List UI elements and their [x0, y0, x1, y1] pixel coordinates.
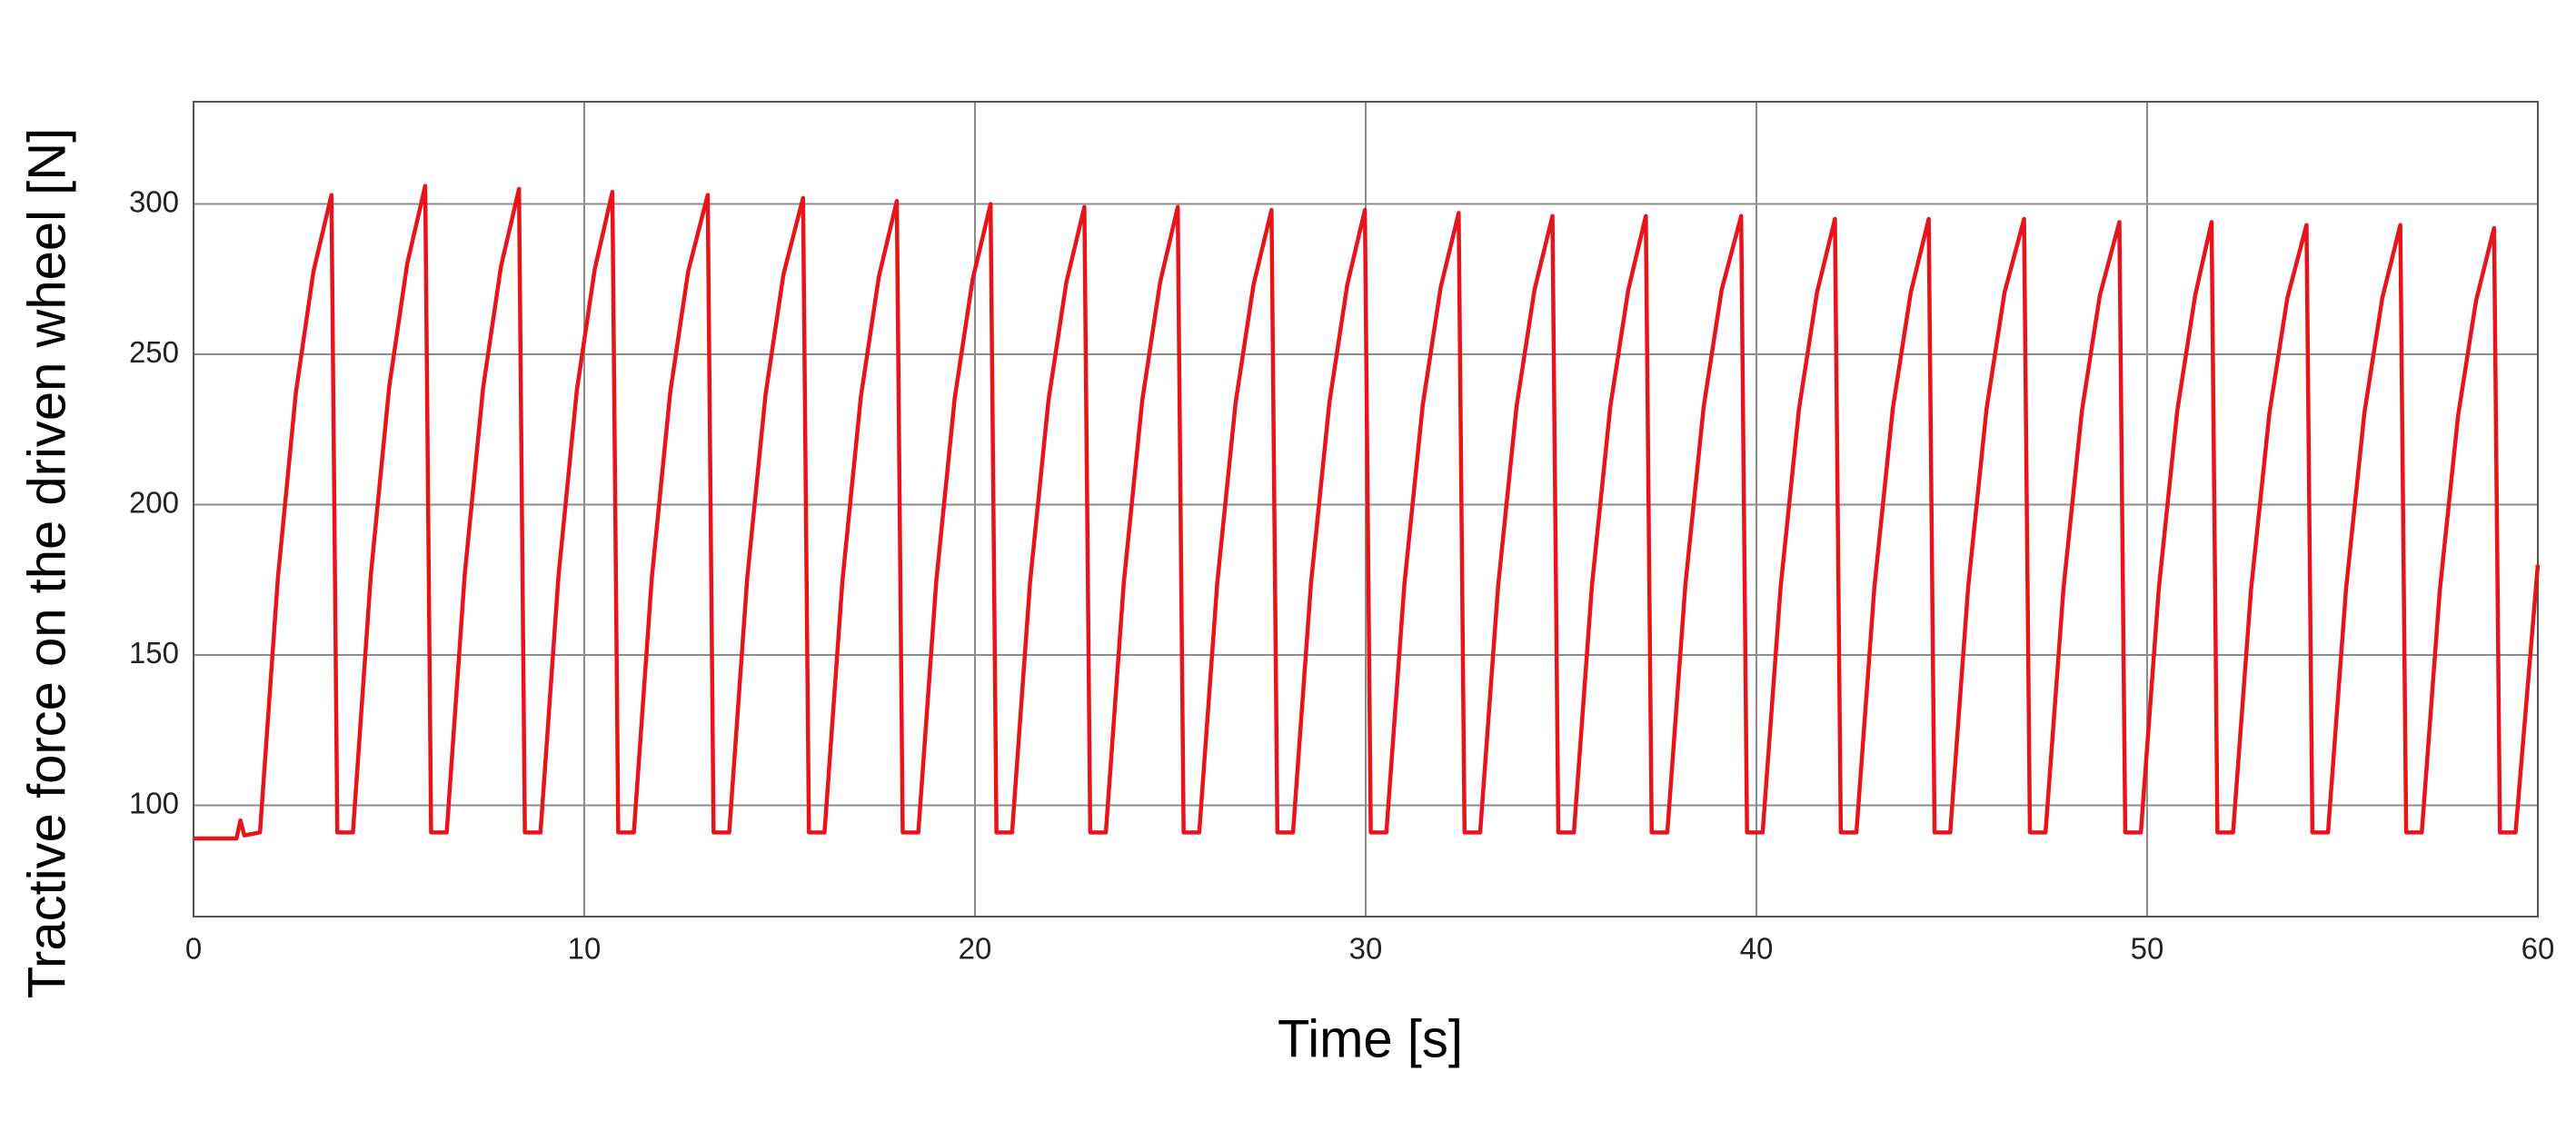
- y-tick-label: 150: [129, 636, 179, 670]
- y-tick-label: 250: [129, 335, 179, 369]
- x-tick-label: 60: [2521, 932, 2555, 966]
- y-axis-title: Tractive force on the driven wheel [N]: [17, 128, 76, 999]
- plot-frame: [193, 101, 2539, 918]
- x-tick-label: 30: [1349, 932, 1383, 966]
- x-tick-label: 20: [959, 932, 992, 966]
- y-tick-label: 100: [129, 786, 179, 819]
- data-line: [194, 184, 2541, 841]
- x-tick-label: 50: [2131, 932, 2164, 966]
- x-tick-label: 0: [185, 932, 202, 966]
- y-tick-label: 300: [129, 184, 179, 218]
- x-axis-title: Time [s]: [1278, 1009, 1463, 1068]
- x-tick-label: 10: [568, 932, 602, 966]
- y-tick-label: 200: [129, 485, 179, 519]
- x-tick-label: 40: [1740, 932, 1774, 966]
